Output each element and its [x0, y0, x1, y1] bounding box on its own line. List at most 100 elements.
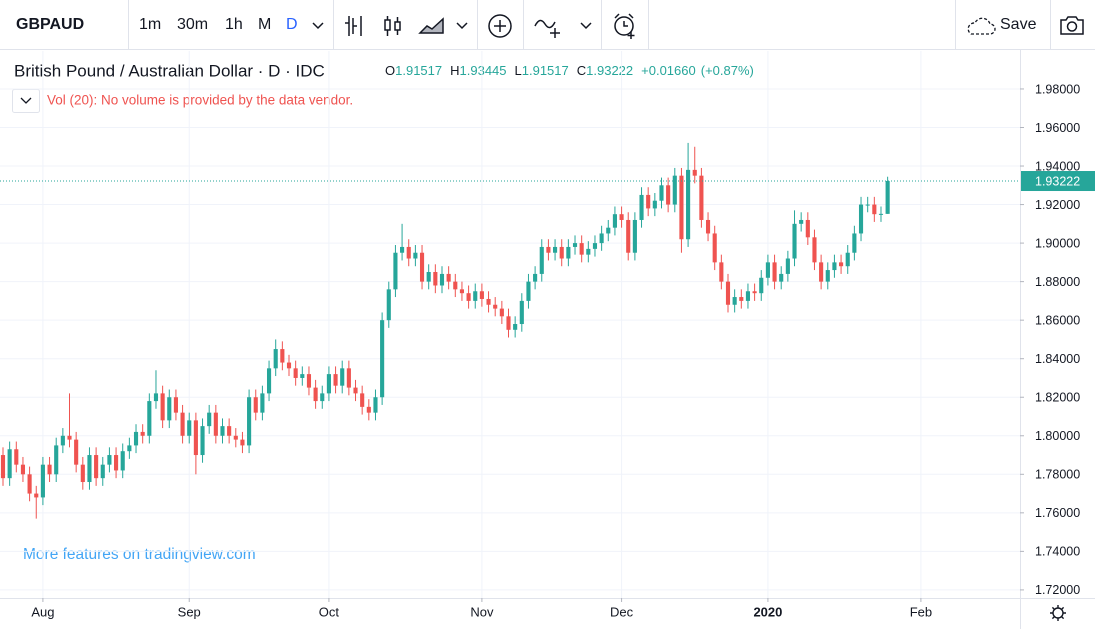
- candle-body: [858, 204, 864, 234]
- candle-body: [54, 445, 59, 475]
- x-tick-label: Sep: [178, 604, 201, 619]
- candle-body: [752, 291, 757, 294]
- candle-body: [100, 464, 105, 479]
- candle-body: [513, 324, 518, 330]
- candle-body: [792, 223, 797, 259]
- volume-toggle[interactable]: [12, 89, 40, 113]
- candle-body: [626, 219, 631, 253]
- interval-button[interactable]: M: [258, 16, 272, 33]
- candle-body: [313, 387, 318, 402]
- candle-body: [247, 397, 252, 446]
- ohlc-value: 1.91517: [395, 63, 442, 78]
- candle-body: [273, 349, 278, 369]
- candle-body: [200, 426, 205, 456]
- candle-body: [865, 204, 870, 206]
- candle-body: [785, 258, 790, 274]
- separator: [128, 0, 129, 50]
- area-style-icon[interactable]: [418, 15, 446, 37]
- candle-body: [499, 308, 504, 317]
- x-tick-label: Aug: [31, 604, 54, 619]
- candle-body: [765, 262, 770, 278]
- candle-body: [7, 449, 12, 479]
- ohlc-prefix: L: [515, 63, 522, 78]
- y-tick-label: 1.84000: [1035, 352, 1080, 366]
- candle-body: [406, 246, 411, 259]
- candle-body: [819, 262, 824, 282]
- candle-body: [739, 297, 744, 301]
- candle-body: [187, 420, 192, 436]
- separator: [1050, 0, 1051, 50]
- candle-body: [233, 435, 238, 440]
- change: +0.01660: [641, 63, 696, 78]
- candle-body: [686, 169, 691, 240]
- interval-button[interactable]: 30m: [177, 16, 209, 33]
- ohlc-prefix: O: [385, 63, 395, 78]
- x-tick-label: 2020: [753, 604, 782, 619]
- bar-style-icon[interactable]: [343, 14, 365, 38]
- interval-button[interactable]: 1h: [225, 16, 243, 33]
- compare-icon[interactable]: [533, 14, 565, 38]
- candle-body: [446, 273, 451, 282]
- candle-body: [107, 455, 112, 465]
- watermark[interactable]: More features on tradingview.com: [23, 546, 256, 563]
- interval-button[interactable]: 1m: [139, 16, 162, 33]
- candle-body: [286, 362, 292, 369]
- candle-body: [852, 233, 857, 253]
- candle-body: [326, 374, 331, 394]
- interval-button[interactable]: D: [286, 16, 298, 33]
- candle-body: [220, 426, 225, 436]
- candle-body: [666, 185, 671, 205]
- candle-body: [579, 243, 584, 255]
- candle-style-icon[interactable]: [382, 14, 404, 38]
- candle-body: [719, 262, 724, 282]
- ohlc-prefix: H: [450, 63, 459, 78]
- candle-body: [280, 349, 285, 363]
- candle-body: [47, 464, 52, 475]
- candle-body: [240, 439, 245, 446]
- candle-body: [133, 431, 139, 446]
- candle-body: [459, 289, 465, 294]
- settings-icon[interactable]: [1050, 605, 1066, 621]
- candle-body: [599, 233, 604, 244]
- alert-icon[interactable]: [611, 12, 639, 40]
- candle-body: [127, 445, 132, 452]
- separator: [523, 0, 524, 50]
- candle-body: [506, 316, 511, 330]
- candle-body: [40, 464, 45, 498]
- snapshot-icon[interactable]: [1059, 14, 1085, 36]
- candle-body: [659, 185, 664, 201]
- symbol[interactable]: GBPAUD: [16, 16, 85, 33]
- candle-body: [67, 435, 72, 440]
- volume-toggle-arrow: [20, 97, 32, 104]
- candle-body: [586, 248, 591, 255]
- y-tick-label: 1.74000: [1035, 545, 1080, 559]
- candle-body: [380, 320, 385, 398]
- candle-body: [805, 219, 810, 238]
- interval-menu[interactable]: [311, 19, 325, 31]
- y-tick-label: 1.72000: [1035, 583, 1080, 597]
- cloud-icon[interactable]: [963, 15, 997, 37]
- candle-body: [306, 374, 312, 388]
- candle-body: [419, 252, 425, 282]
- candle-body: [433, 271, 438, 286]
- y-tick-label: 1.78000: [1035, 468, 1080, 482]
- candle-body: [872, 204, 877, 215]
- candle-body: [745, 291, 751, 301]
- candle-body: [439, 273, 445, 286]
- ohlc-value: 1.93222: [586, 63, 633, 78]
- candle-body: [346, 368, 351, 388]
- add-indicator-icon[interactable]: [487, 13, 513, 39]
- style-menu[interactable]: [455, 19, 469, 31]
- candle-body: [426, 271, 431, 282]
- candle-body: [266, 368, 272, 394]
- candle-body: [373, 397, 378, 413]
- save-button[interactable]: Save: [1000, 16, 1037, 33]
- candle-body: [333, 374, 338, 386]
- separator: [333, 0, 334, 50]
- candle-body: [320, 393, 325, 402]
- x-tick-label: Oct: [319, 604, 340, 619]
- candle-body: [120, 451, 125, 471]
- compare-menu[interactable]: [579, 19, 593, 31]
- y-tick-label: 1.82000: [1035, 391, 1080, 405]
- candle-body: [360, 393, 365, 407]
